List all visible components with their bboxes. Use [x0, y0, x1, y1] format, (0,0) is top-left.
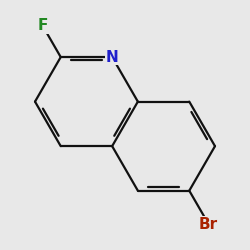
- Text: F: F: [38, 18, 48, 34]
- Text: Br: Br: [199, 216, 218, 232]
- Text: N: N: [106, 50, 118, 64]
